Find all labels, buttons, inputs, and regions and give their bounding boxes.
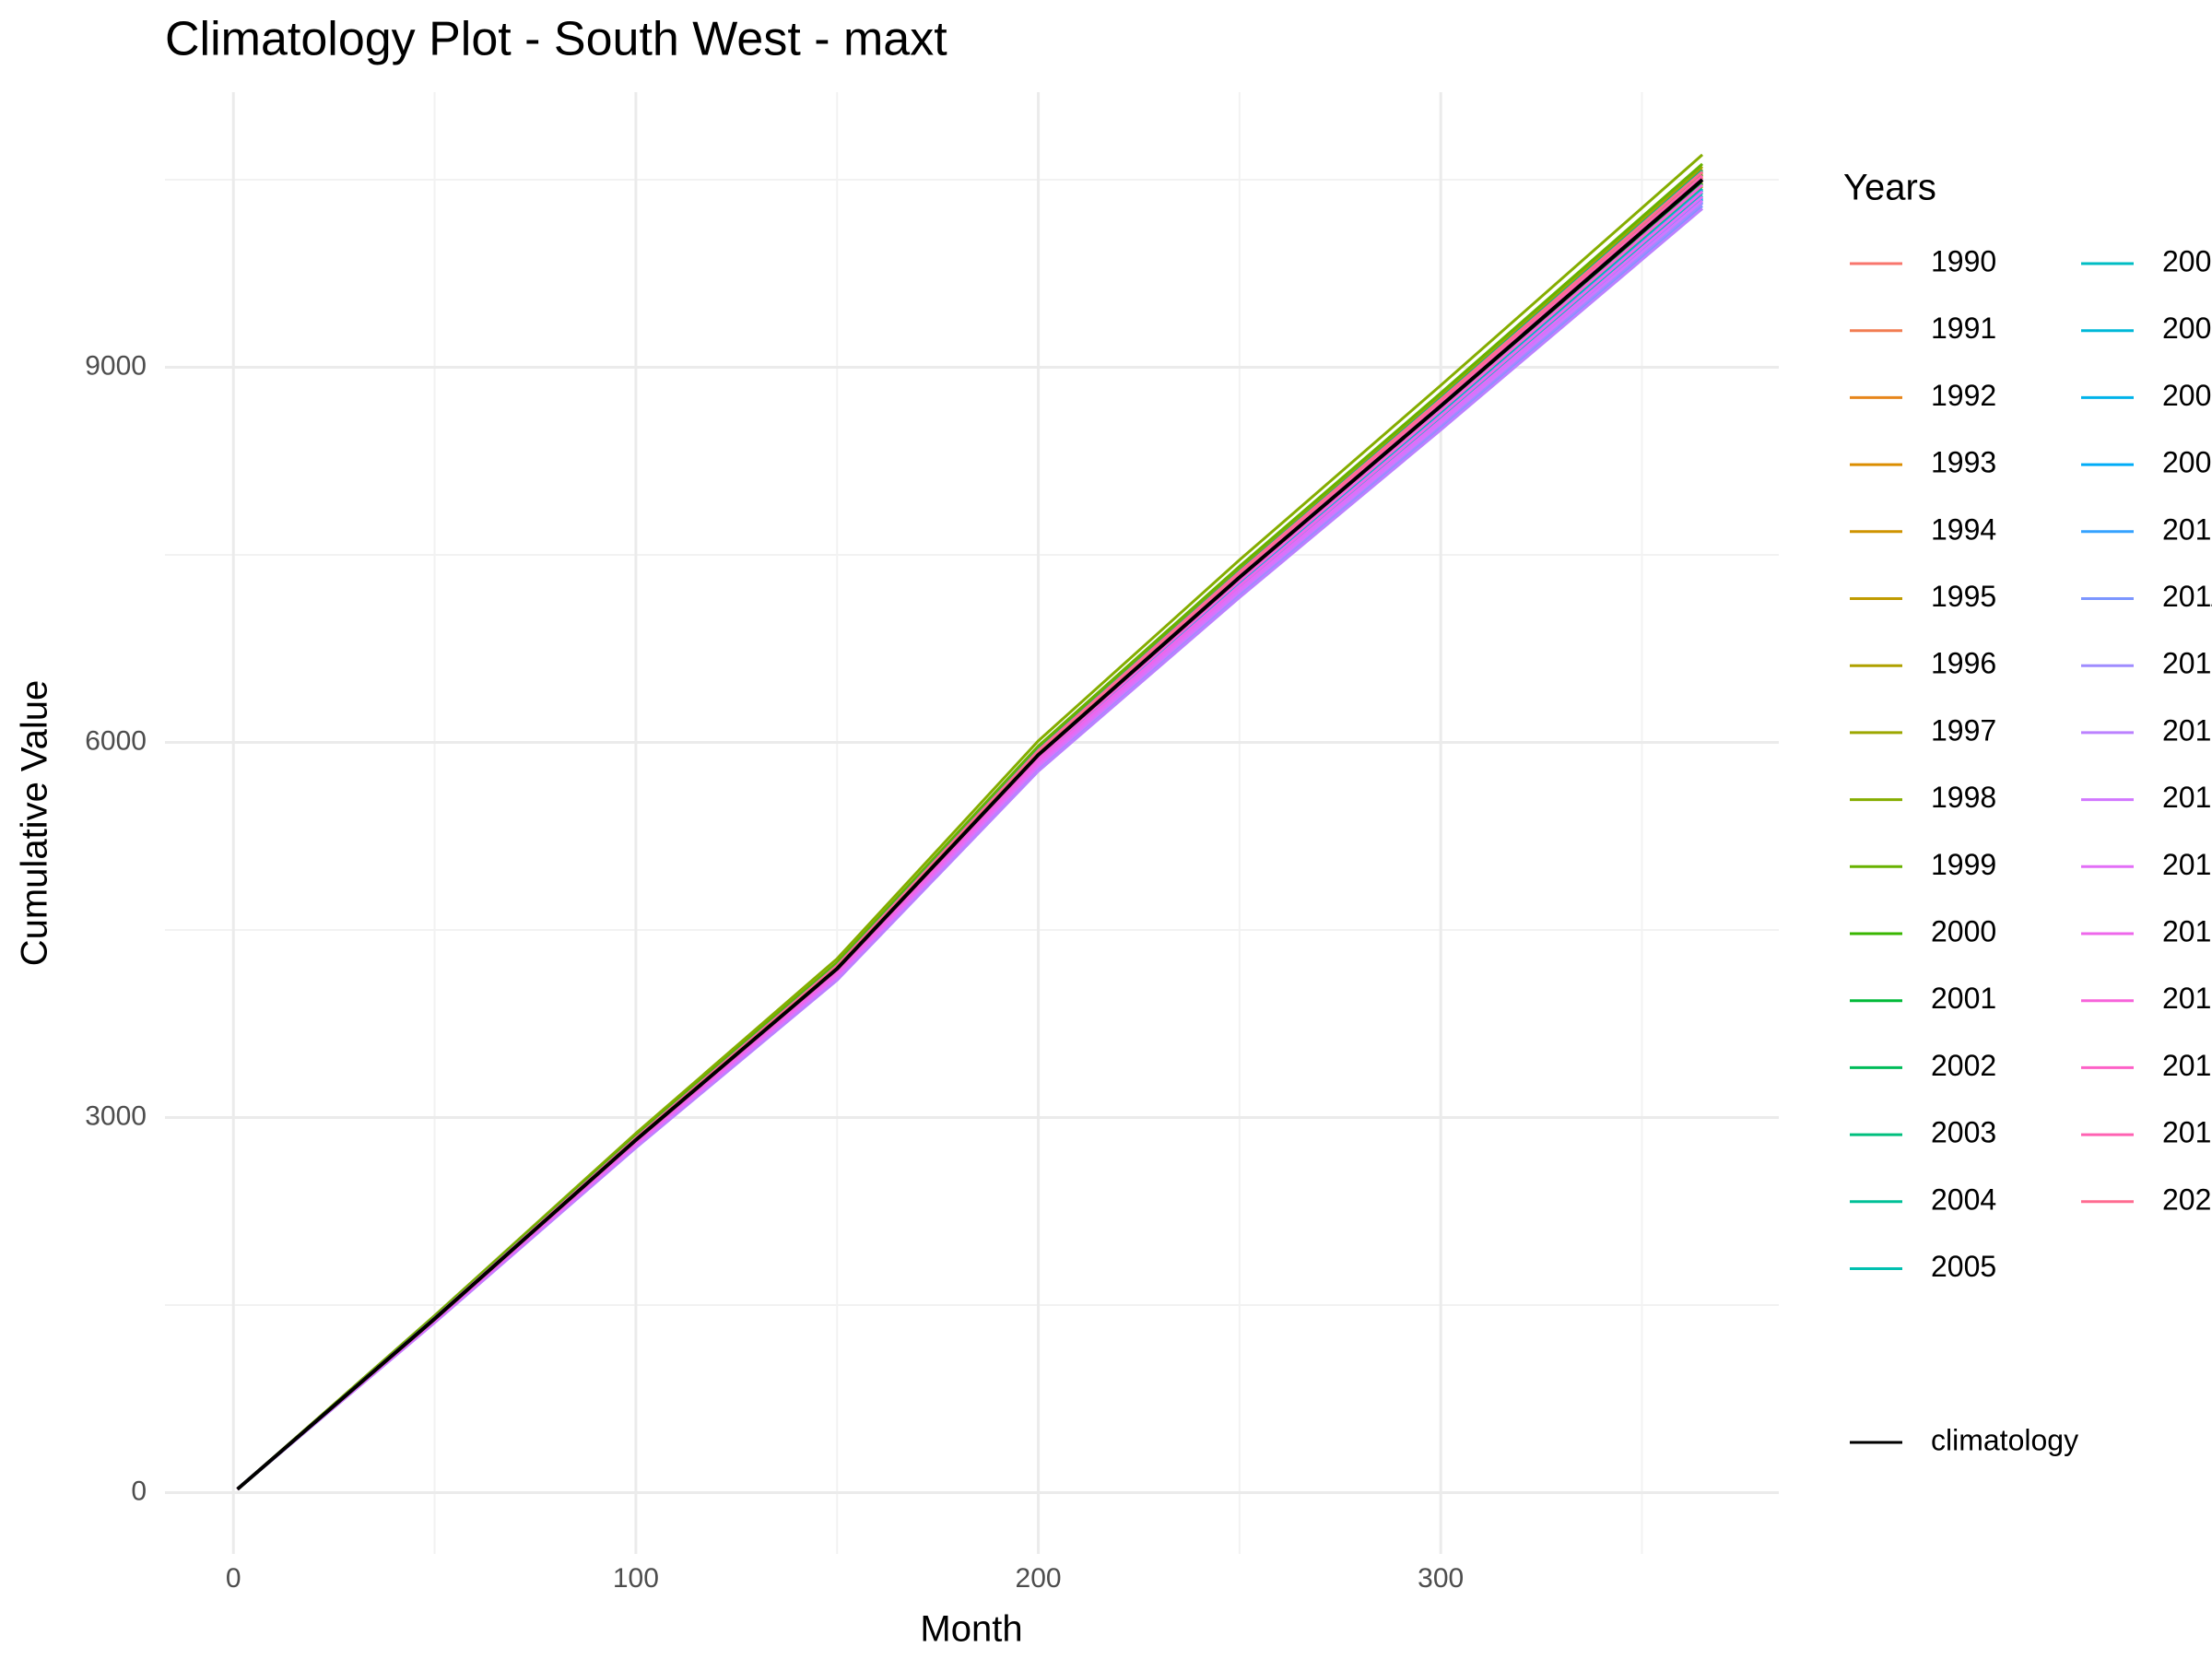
legend-label: 2016 [2162, 914, 2212, 947]
legend-label: 2000 [1931, 914, 1996, 947]
legend-label: 2008 [2162, 379, 2212, 412]
legend-label: 2001 [1931, 982, 1996, 1015]
legend-label: 1996 [1931, 647, 1996, 680]
series-line [236, 178, 1704, 1491]
legend-label: 1992 [1931, 379, 1996, 412]
legend-label: 2018 [2162, 1049, 2212, 1082]
legend-label: 2015 [2162, 848, 2212, 881]
legend-label: 1999 [1931, 848, 1996, 881]
legend-title: Years [1843, 168, 1936, 208]
legend-label: 2007 [2162, 312, 2212, 345]
legend-label: 2020 [2162, 1182, 2212, 1216]
y-tick-label: 0 [131, 1476, 147, 1506]
legend-label: 2010 [2162, 512, 2212, 546]
y-axis-title: Cumulative Value [15, 680, 55, 967]
legend-label: climatology [1931, 1423, 2078, 1456]
legend-label: 1993 [1931, 446, 1996, 479]
legend-label: 2011 [2162, 580, 2212, 613]
legend-label: 1997 [1931, 713, 1996, 747]
x-tick-label: 0 [226, 1563, 241, 1594]
legend-label: 2014 [2162, 781, 2212, 814]
legend-label: 1995 [1931, 580, 1996, 613]
y-tick-label: 3000 [85, 1100, 147, 1131]
legend-label: 2003 [1931, 1116, 1996, 1149]
legend-label: 2002 [1931, 1049, 1996, 1082]
y-tick-label: 9000 [85, 350, 147, 381]
legend-label: 1991 [1931, 312, 1996, 345]
legend-label: 2019 [2162, 1116, 2212, 1149]
x-tick-label: 300 [1418, 1563, 1464, 1594]
y-tick-label: 6000 [85, 725, 147, 756]
x-tick-label: 100 [613, 1563, 659, 1594]
legend-label: 2017 [2162, 982, 2212, 1015]
legend-label: 1994 [1931, 512, 1996, 546]
x-axis-title: Month [920, 1609, 1022, 1650]
legend-label: 1990 [1931, 244, 1996, 277]
legend-label: 2009 [2162, 446, 2212, 479]
legend-label: 2006 [2162, 244, 2212, 277]
legend-label: 2004 [1931, 1182, 1996, 1216]
chart-title: Climatology Plot - South West - maxt [165, 13, 947, 66]
legend-label: 1998 [1931, 781, 1996, 814]
legend-label: 2013 [2162, 713, 2212, 747]
legend-label: 2005 [1931, 1250, 1996, 1283]
x-tick-label: 200 [1016, 1563, 1062, 1594]
